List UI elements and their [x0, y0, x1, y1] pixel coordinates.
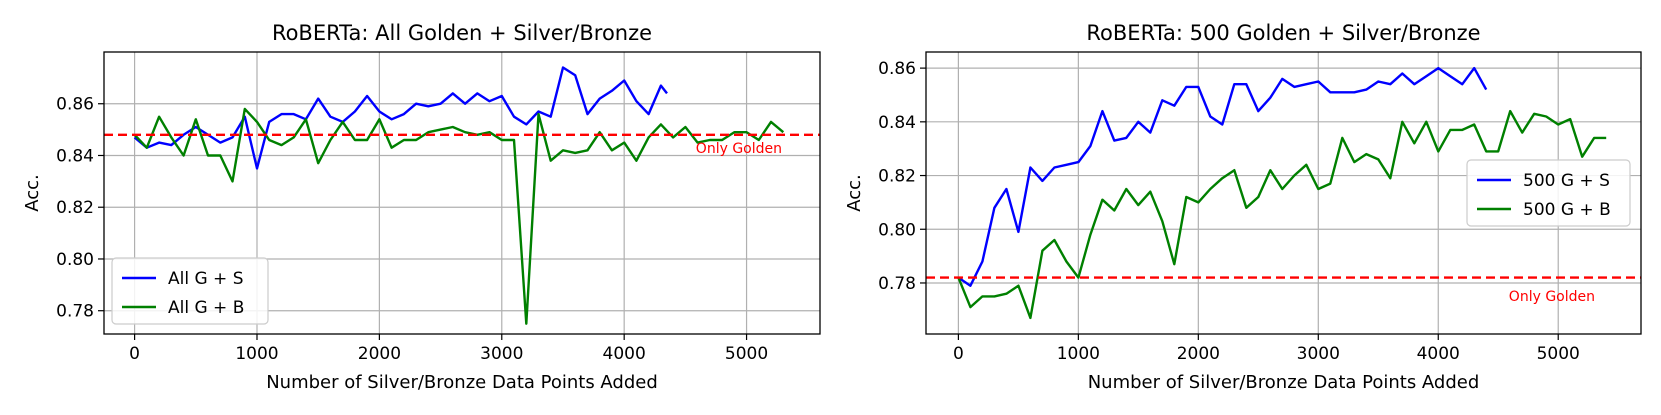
legend-label: All G + S — [168, 269, 244, 289]
x-tick-label: 1000 — [235, 344, 278, 364]
x-tick-label: 5000 — [725, 344, 768, 364]
x-tick-label: 4000 — [603, 344, 646, 364]
only-golden-label: Only Golden — [696, 141, 782, 157]
y-tick-label: 0.80 — [56, 250, 94, 270]
only-golden-label: Only Golden — [1509, 289, 1595, 305]
x-axis-label: Number of Silver/Bronze Data Points Adde… — [266, 372, 658, 393]
series-line-1 — [957, 66, 1488, 287]
legend: 500 G + S 500 G + B — [1466, 159, 1631, 227]
legend-label: All G + B — [168, 298, 244, 318]
x-tick-label: 2000 — [358, 344, 401, 364]
plot-frame — [103, 51, 821, 335]
legend-label: 500 G + B — [1523, 200, 1611, 220]
y-tick-label: 0.86 — [878, 59, 916, 79]
y-tick-label: 0.82 — [56, 198, 94, 218]
x-tick-label: 3000 — [480, 344, 523, 364]
y-tick-label: 0.78 — [878, 274, 916, 294]
x-tick-label: 5000 — [1537, 344, 1580, 364]
y-tick-label: 0.78 — [56, 302, 94, 322]
y-tick-label: 0.84 — [56, 146, 94, 166]
legend-label: 500 G + S — [1523, 171, 1610, 191]
chart-panel-2: 0 1000 2000 3000 4000 5000 0.78 0.80 0.82 0.84 0.8… — [844, 21, 1642, 393]
y-axis-label: Acc. — [844, 174, 865, 212]
x-tick-label: 4000 — [1417, 344, 1460, 364]
chart-title: RoBERTa: All Golden + Silver/Bronze — [272, 21, 652, 45]
legend: All G + S All G + B — [111, 257, 269, 325]
series-line-1 — [133, 66, 668, 170]
plot-frame — [925, 51, 1642, 335]
x-tick-label: 0 — [129, 344, 140, 364]
y-axis-label: Acc. — [22, 174, 43, 212]
x-tick-label: 0 — [953, 344, 964, 364]
series-line-2 — [957, 109, 1607, 320]
x-axis-label: Number of Silver/Bronze Data Points Adde… — [1088, 372, 1480, 393]
y-tick-label: 0.82 — [878, 167, 916, 187]
y-tick-label: 0.80 — [878, 220, 916, 240]
y-tick-label: 0.86 — [56, 95, 94, 115]
x-tick-label: 1000 — [1057, 344, 1100, 364]
y-tick-label: 0.84 — [878, 113, 916, 133]
x-tick-label: 2000 — [1177, 344, 1220, 364]
chart-title: RoBERTa: 500 Golden + Silver/Bronze — [1086, 21, 1480, 45]
series-line-2 — [133, 107, 785, 325]
chart-panel-1: 0 1000 2000 3000 4000 5000 0.78 0.80 0.82 0.84 0.8… — [22, 21, 821, 393]
x-tick-label: 3000 — [1297, 344, 1340, 364]
